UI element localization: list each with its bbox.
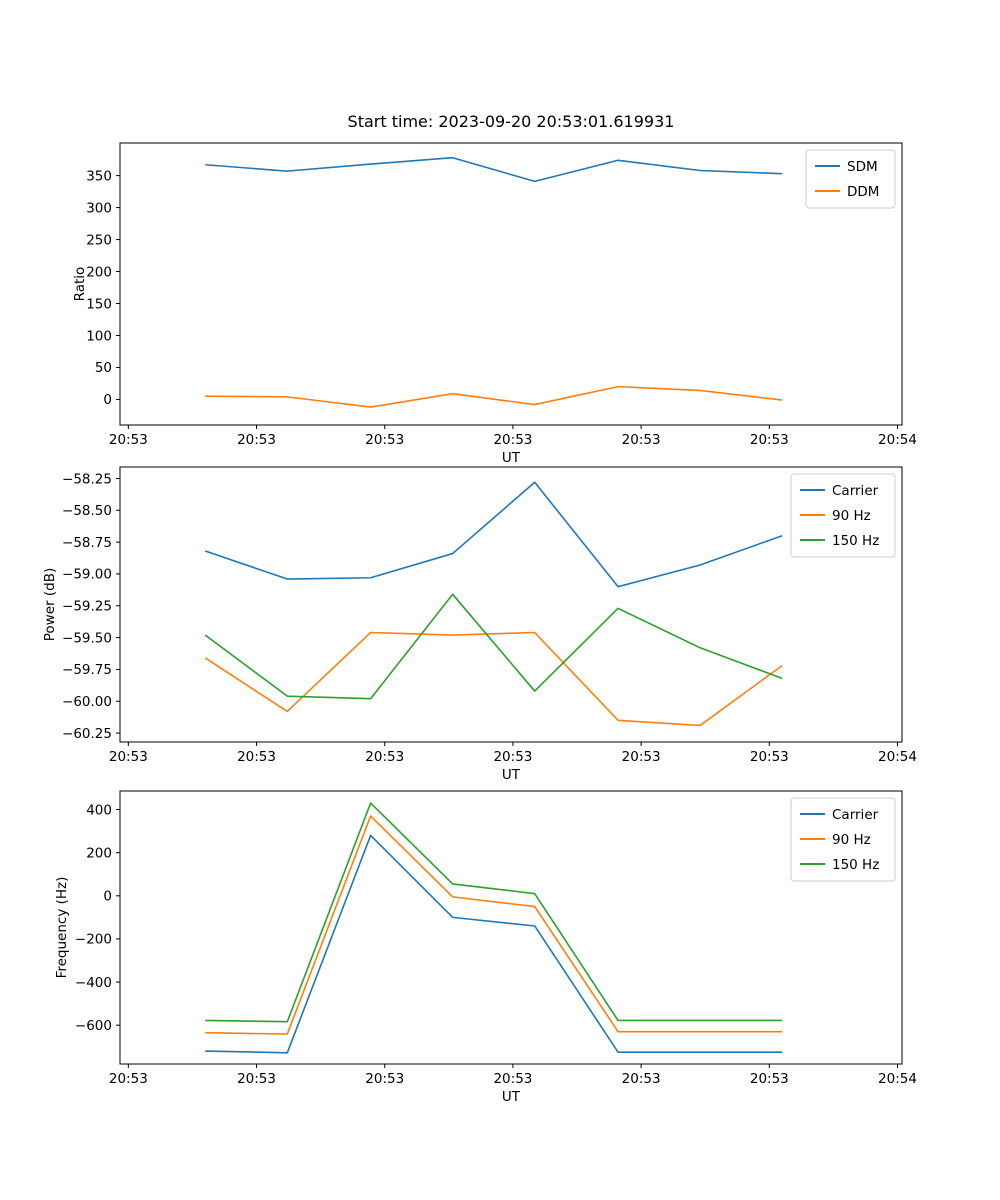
- legend: SDM DDM: [805, 149, 896, 209]
- y-tick-label: −59.75: [62, 662, 112, 678]
- x-tick-label: 20:54: [878, 432, 917, 448]
- y-tick-label: 200: [86, 264, 112, 280]
- legend: Carrier 90 Hz 150 Hz: [790, 797, 896, 882]
- legend-label-150-hz: 150 Hz: [832, 857, 879, 873]
- y-tick-label: −60.25: [62, 726, 112, 742]
- y-tick-label: −60.00: [62, 694, 112, 710]
- x-tick-label: 20:53: [365, 1071, 404, 1087]
- y-tick-label: 350: [86, 168, 112, 184]
- y-axis-label: Ratio: [72, 267, 88, 302]
- plot-frame: [119, 466, 903, 743]
- x-tick-label: 20:53: [237, 749, 276, 765]
- legend-box: [790, 473, 896, 558]
- figure-title: Start time: 2023-09-20 20:53:01.619931: [347, 112, 675, 131]
- y-tick-label: 0: [103, 392, 112, 408]
- x-tick-label: 20:54: [878, 749, 917, 765]
- legend-label-carrier: Carrier: [832, 807, 879, 823]
- x-tick-label: 20:53: [109, 1071, 148, 1087]
- series-line-carrier: [204, 481, 783, 588]
- y-tick-label: −59.00: [62, 567, 112, 583]
- y-axis-label: Power (dB): [42, 568, 58, 641]
- x-tick-label: 20:53: [493, 1071, 532, 1087]
- y-tick-label: 300: [86, 200, 112, 216]
- x-tick-label: 20:53: [109, 432, 148, 448]
- legend: Carrier 90 Hz 150 Hz: [790, 473, 896, 558]
- x-tick-label: 20:53: [365, 432, 404, 448]
- x-tick-label: 20:53: [750, 749, 789, 765]
- y-tick-label: 0: [103, 889, 112, 905]
- legend-box: [790, 797, 896, 882]
- legend-label-carrier: Carrier: [832, 483, 879, 499]
- series-line-150-hz: [204, 593, 783, 700]
- chart-1: 0 50 100 150 200 250 300 350 20:53 20:53 20:53 20:5…: [72, 142, 917, 466]
- x-tick-label: 20:53: [750, 432, 789, 448]
- plot-frame: [119, 790, 903, 1065]
- legend-label-150-hz: 150 Hz: [832, 533, 879, 549]
- x-axis-label: UT: [502, 767, 521, 783]
- series-line-90-hz: [205, 815, 783, 1035]
- chart-3: 400 200 0 −200 −400 −600 20:53 20:53 20:53 20:53 2…: [54, 790, 917, 1105]
- x-tick-label: 20:53: [622, 1071, 661, 1087]
- x-tick-label: 20:53: [622, 749, 661, 765]
- series-line-90-hz: [204, 631, 783, 727]
- y-tick-label: −400: [75, 975, 112, 991]
- y-tick-label: −600: [75, 1018, 112, 1034]
- y-tick-label: −58.25: [62, 471, 112, 487]
- y-tick-label: −200: [75, 932, 112, 948]
- legend-label-90-hz: 90 Hz: [832, 832, 871, 848]
- y-tick-label: 400: [86, 802, 112, 818]
- legend-label-sdm: SDM: [847, 159, 878, 175]
- series-line-150-hz: [205, 802, 783, 1023]
- y-tick-label: 50: [95, 360, 112, 376]
- x-tick-label: 20:53: [109, 749, 148, 765]
- y-axis-label: Frequency (Hz): [54, 877, 70, 979]
- legend-label-90-hz: 90 Hz: [832, 508, 871, 524]
- y-tick-label: −59.50: [62, 630, 112, 646]
- x-axis-label: UT: [502, 450, 521, 466]
- legend-label-ddm: DDM: [847, 184, 879, 200]
- y-tick-label: −58.50: [62, 503, 112, 519]
- x-tick-label: 20:53: [622, 432, 661, 448]
- x-tick-label: 20:53: [493, 432, 532, 448]
- y-tick-label: 250: [86, 232, 112, 248]
- x-tick-label: 20:53: [493, 749, 532, 765]
- y-tick-label: 150: [86, 296, 112, 312]
- y-tick-label: −58.75: [62, 535, 112, 551]
- x-tick-label: 20:53: [237, 432, 276, 448]
- series-line-sdm: [205, 156, 783, 183]
- legend-box: [805, 149, 896, 209]
- x-tick-label: 20:54: [878, 1071, 917, 1087]
- y-tick-label: 200: [86, 845, 112, 861]
- y-tick-label: 100: [86, 328, 112, 344]
- y-tick-label: −59.25: [62, 599, 112, 615]
- x-tick-label: 20:53: [237, 1071, 276, 1087]
- x-tick-label: 20:53: [750, 1071, 789, 1087]
- x-axis-label: UT: [502, 1089, 521, 1105]
- x-tick-label: 20:53: [365, 749, 404, 765]
- plot-frame: [119, 142, 903, 426]
- series-line-carrier: [205, 834, 783, 1054]
- series-line-ddm: [205, 385, 783, 408]
- chart-2: −58.25 −58.50 −58.75 −59.00 −59.25 −59.50 −59.…: [42, 466, 917, 783]
